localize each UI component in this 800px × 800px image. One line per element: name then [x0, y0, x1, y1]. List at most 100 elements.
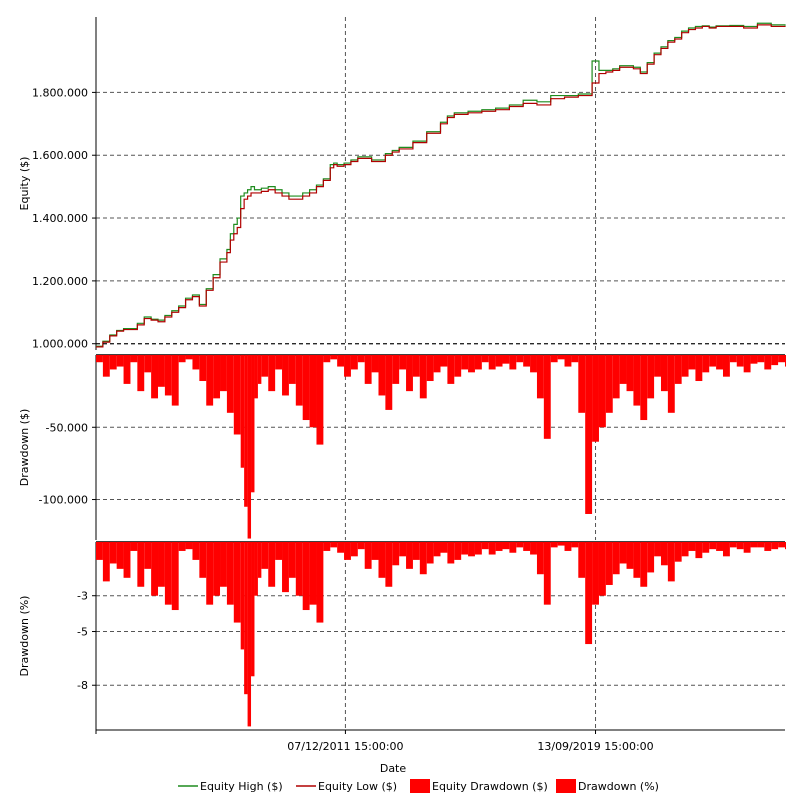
drawdown-pct-bar — [102, 542, 110, 582]
equity-drawdown-bar — [571, 355, 579, 363]
equity-drawdown-bar — [619, 355, 627, 384]
drawdown-pct-bar — [378, 542, 386, 578]
drawdown-pct-bar — [536, 542, 544, 575]
drawdown-pct-bar — [557, 542, 565, 546]
x-tick-label: 13/09/2019 15:00:00 — [537, 740, 653, 753]
drawdown-pct-bar — [164, 542, 172, 605]
drawdown-pct-bar — [495, 542, 503, 551]
drawdown-pct-bar — [619, 542, 627, 564]
equity-drawdown-bar — [440, 355, 448, 367]
drawdown-pct-bar — [302, 542, 310, 611]
equity-drawdown-bar — [771, 355, 779, 366]
equity-drawdown-bar — [667, 355, 675, 413]
equity-drawdown-bar — [254, 355, 258, 399]
drawdown-pct-bar — [695, 542, 703, 559]
equity-drawdown-bar — [592, 355, 599, 442]
drawdown-pct-bar — [502, 542, 510, 550]
equity-drawdown-bar — [385, 355, 393, 410]
drawdown-pct-bar — [158, 542, 165, 587]
drawdown-pct-bar — [316, 542, 324, 623]
equity-drawdown-bar — [102, 355, 110, 377]
drawdown-pct-bar — [564, 542, 572, 551]
equity-drawdown-bar — [764, 355, 772, 370]
equity-drawdown-bar — [323, 355, 331, 363]
y-tick-label: 1.800.000 — [32, 86, 88, 99]
drawdown-pct-bar — [109, 542, 117, 564]
equity-drawdown-bar — [633, 355, 641, 406]
equity-drawdown-bar — [220, 355, 227, 392]
panel-equity: 1.000.000 1.200.000 1.400.000 1.600.000 1.80… — [18, 17, 786, 351]
equity-drawdown-bar — [357, 355, 365, 363]
drawdown-pct-bar — [550, 542, 558, 548]
drawdown-pct-bar — [750, 542, 758, 548]
equity-drawdown-bar — [412, 355, 420, 377]
drawdown-pct-bar — [192, 542, 200, 560]
equity-drawdown-bar — [660, 355, 668, 392]
x-axis-label: Date — [380, 762, 407, 775]
drawdown-pct-bar — [257, 542, 262, 578]
equity-drawdown-bar — [302, 355, 310, 421]
equity-drawdown-bar — [468, 355, 475, 373]
equity-drawdown-bar — [151, 355, 159, 399]
drawdown-pct-bar — [240, 542, 245, 650]
equity-drawdown-bar — [240, 355, 245, 468]
equity-drawdown-bar — [461, 355, 469, 370]
equity-drawdown-bar — [502, 355, 510, 364]
equity-drawdown-bar — [192, 355, 200, 370]
drawdown-pct-bar — [764, 542, 772, 551]
drawdown-pct-bar — [654, 542, 661, 557]
drawdown-pct-bar — [440, 542, 448, 553]
drawdown-pct-bar — [598, 542, 606, 596]
drawdown-pct-bar — [392, 542, 400, 566]
drawdown-pct-bar — [330, 542, 338, 548]
drawdown-pct-bar — [571, 542, 579, 548]
equity-drawdown-bar — [598, 355, 606, 428]
equity-drawdown-bar — [268, 355, 276, 392]
drawdown-pct-bar — [647, 542, 655, 573]
equity-drawdown-bar — [344, 355, 351, 377]
equity-drawdown-bar — [736, 355, 744, 367]
equity-drawdown-bar — [454, 355, 462, 377]
drawdown-pct-bar — [454, 542, 462, 560]
drawdown-pct-bar — [137, 542, 145, 587]
drawdown-pct-bar — [447, 542, 455, 564]
equity-drawdown-bar — [481, 355, 489, 363]
equity-drawdown-bar — [244, 355, 248, 507]
drawdown-pct-bar — [364, 542, 372, 569]
equity-drawdown-bar — [371, 355, 379, 373]
drawdown-pct-bar — [736, 542, 744, 550]
equity-drawdown-bar — [164, 355, 172, 396]
y-tick-label: 1.600.000 — [32, 149, 88, 162]
drawdown-pct-bar — [275, 542, 283, 560]
drawdown-pct-bar — [681, 542, 689, 557]
y-tick-label: -3 — [77, 590, 88, 603]
drawdown-pct-bar — [640, 542, 648, 587]
equity-drawdown-bar — [378, 355, 386, 396]
drawdown-pct-bar — [523, 542, 531, 551]
drawdown-pct-bar — [488, 542, 496, 555]
drawdown-pct-bar — [144, 542, 152, 569]
equity-drawdown-bar — [612, 355, 620, 399]
equity-drawdown-bar — [743, 355, 751, 373]
drawdown-pct-bar — [688, 542, 696, 551]
drawdown-pct-bar — [337, 542, 345, 553]
equity-drawdown-bar — [282, 355, 289, 396]
equity-drawdown-bar — [557, 355, 565, 360]
equity-drawdown-bar — [605, 355, 613, 413]
drawdown-pct-bar — [178, 542, 186, 551]
drawdown-pct-bar — [185, 542, 193, 550]
drawdown-pct-bar — [288, 542, 296, 578]
legend-item: Drawdown (%) — [556, 779, 659, 793]
equity-drawdown-bar — [447, 355, 455, 384]
equity-drawdown-bar — [626, 355, 634, 392]
drawdown-pct-bar — [729, 542, 737, 548]
y-tick-label: 1.000.000 — [32, 338, 88, 351]
equity-drawdown-bar — [350, 355, 358, 370]
equity-drawdown-bar — [495, 355, 503, 367]
drawdown-pct-bar — [96, 542, 103, 560]
equity-drawdown-bar — [695, 355, 703, 382]
equity-drawdown-bar — [750, 355, 758, 364]
drawdown-pct-bar — [702, 542, 710, 553]
y-tick-label: -8 — [77, 679, 88, 692]
